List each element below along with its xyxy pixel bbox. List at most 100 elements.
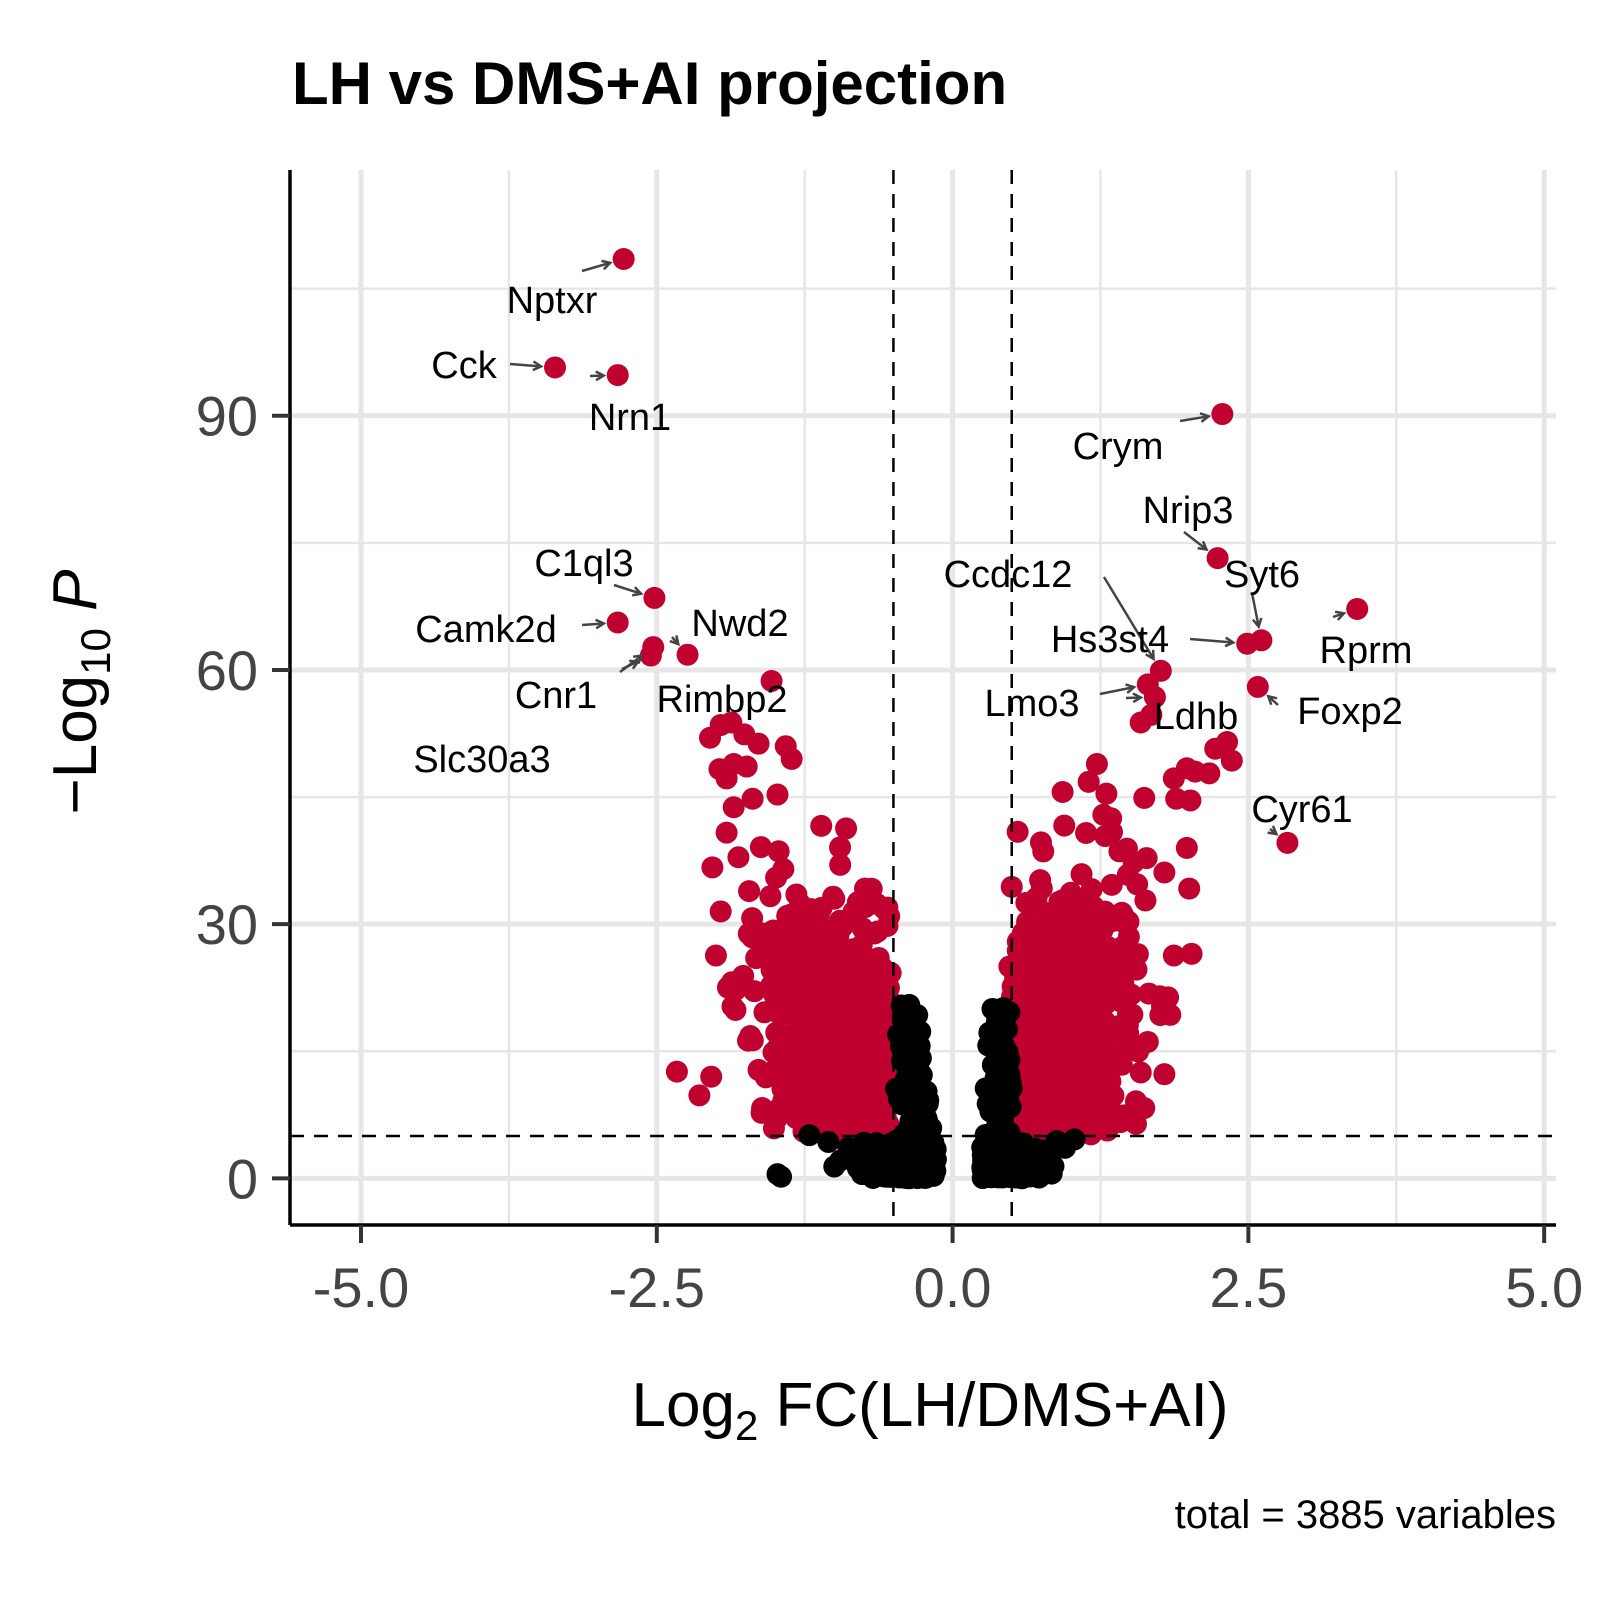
gene-label-cyr61: Cyr61 — [1251, 789, 1352, 831]
point-not-significant — [999, 1070, 1022, 1093]
gene-label-rimbp2: Rimbp2 — [657, 679, 788, 721]
point-significant — [699, 726, 722, 749]
point-significant — [1099, 1101, 1122, 1124]
point-significant — [829, 853, 852, 876]
point-significant — [1051, 780, 1074, 803]
point-significant — [700, 1065, 723, 1088]
point-significant — [701, 856, 724, 879]
point-not-significant — [883, 1142, 906, 1165]
point-significant — [1049, 914, 1072, 937]
point-significant — [1198, 762, 1221, 785]
gene-label-nrip3: Nrip3 — [1143, 490, 1234, 532]
point-significant — [1133, 786, 1156, 809]
point-significant — [1072, 959, 1095, 982]
point-significant — [762, 1041, 785, 1064]
point-significant — [747, 732, 770, 755]
x-axis-title-subscript: 2 — [735, 1402, 758, 1449]
point-significant — [1057, 1012, 1080, 1035]
gene-label-syt6: Syt6 — [1224, 554, 1300, 596]
point-significant — [1075, 822, 1098, 845]
point-labeled-cck — [544, 356, 567, 379]
connector-slc30a3 — [621, 660, 639, 671]
point-significant — [1058, 1042, 1081, 1065]
connector-crym — [1179, 415, 1209, 423]
y-tick-label: 90 — [196, 385, 258, 448]
point-significant — [1085, 1009, 1108, 1032]
gene-label-cnr1: Cnr1 — [515, 675, 597, 717]
point-not-significant — [902, 1090, 925, 1113]
gene-label-lmo3: Lmo3 — [984, 683, 1079, 725]
point-significant — [1025, 999, 1048, 1022]
point-significant — [831, 950, 854, 973]
point-significant — [784, 1030, 807, 1053]
gene-label-foxp2: Foxp2 — [1297, 691, 1403, 733]
point-significant — [1153, 861, 1176, 884]
point-significant — [762, 1117, 785, 1140]
point-significant — [847, 937, 870, 960]
point-labeled-slc30a3 — [639, 644, 662, 667]
point-significant — [1133, 1097, 1156, 1120]
connector-arrow-lmo3 — [1125, 683, 1137, 694]
gene-label-nwd2: Nwd2 — [691, 603, 788, 645]
point-not-significant — [817, 1130, 840, 1153]
point-significant — [1077, 770, 1100, 793]
point-significant — [1000, 875, 1023, 898]
point-not-significant — [917, 1158, 940, 1181]
point-not-significant — [985, 1116, 1008, 1139]
point-significant — [810, 814, 833, 837]
point-significant — [738, 880, 761, 903]
connector-arrow-nrip3 — [1197, 540, 1209, 552]
point-significant — [777, 1090, 800, 1113]
point-significant — [796, 953, 819, 976]
point-significant — [835, 817, 858, 840]
point-not-significant — [890, 994, 913, 1017]
point-significant — [1220, 749, 1243, 772]
point-not-significant — [798, 1124, 821, 1147]
point-labeled-rprm — [1346, 597, 1369, 620]
connector-arrow-nwd2 — [669, 635, 681, 647]
point-significant — [1068, 1100, 1091, 1123]
point-not-significant — [887, 1023, 910, 1046]
point-significant — [998, 955, 1021, 978]
point-significant — [836, 1118, 859, 1141]
point-significant — [688, 1084, 711, 1107]
point-significant — [1085, 753, 1108, 776]
point-significant — [829, 836, 852, 859]
point-labeled-nptxr — [612, 247, 635, 270]
point-labeled-camk2d — [606, 611, 629, 634]
connector-arrow-hs3st4 — [1224, 636, 1236, 648]
point-significant — [1178, 877, 1201, 900]
point-significant — [784, 1003, 807, 1025]
point-significant — [1159, 1003, 1182, 1026]
x-tick-label: -2.5 — [609, 1256, 706, 1319]
connector-nptxr — [581, 261, 611, 273]
point-significant — [850, 981, 873, 1004]
label-connectors — [509, 259, 1347, 836]
connector-arrow-syt6 — [1251, 617, 1263, 630]
connector-arrow-ldhb — [1132, 692, 1144, 704]
point-labeled-rimbp2 — [760, 669, 783, 692]
gene-label-camk2d: Camk2d — [415, 609, 557, 651]
point-significant — [1030, 969, 1053, 992]
point-significant — [823, 887, 846, 910]
x-axis-title: Log2 FC(LH/DMS+AI) — [631, 1371, 1228, 1449]
point-significant — [817, 1073, 840, 1096]
point-significant — [1179, 789, 1202, 812]
gene-label-slc30a3: Slc30a3 — [413, 739, 550, 781]
point-labeled-nrn1 — [606, 364, 629, 387]
connector-arrow-cck — [532, 360, 544, 372]
point-significant — [1153, 1063, 1176, 1086]
point-significant — [665, 1060, 688, 1083]
point-not-significant — [1027, 1166, 1050, 1189]
gene-label-c1ql3: C1ql3 — [534, 543, 633, 585]
point-significant — [818, 1112, 841, 1135]
point-significant — [1095, 1032, 1118, 1055]
point-labeled-nwd2 — [676, 643, 699, 666]
point-not-significant — [915, 1139, 938, 1162]
point-significant — [741, 787, 764, 810]
connector-arrow-crym — [1199, 412, 1212, 423]
point-significant — [785, 883, 808, 906]
connector-arrow-nptxr — [601, 259, 613, 271]
point-significant — [760, 958, 783, 981]
